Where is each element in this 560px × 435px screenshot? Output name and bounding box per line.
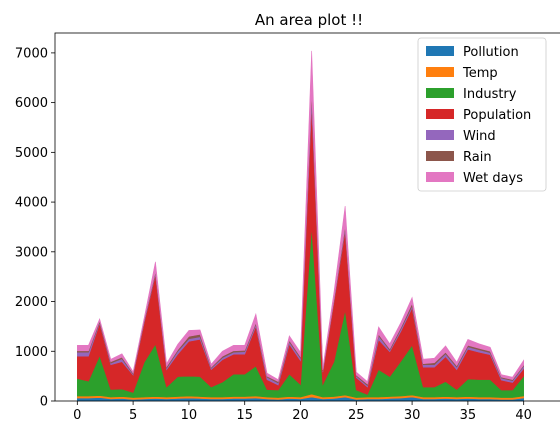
legend-swatch: [426, 67, 454, 77]
legend-label: Pollution: [463, 45, 519, 60]
y-tick-label: 1000: [15, 345, 48, 360]
y-tick-label: 6000: [15, 96, 48, 111]
legend-swatch: [426, 130, 454, 140]
y-tick-label: 2000: [15, 295, 48, 310]
legend-label: Wind: [463, 129, 496, 144]
legend: Pollution Temp Industry Population Wind Rain W…: [417, 37, 547, 192]
legend-label: Rain: [463, 150, 492, 165]
x-tick-label: 5: [129, 408, 137, 423]
x-tick-label: 40: [515, 408, 532, 423]
legend-swatch: [426, 172, 454, 182]
y-tick-label: 3000: [15, 245, 48, 260]
plot-frame: [54, 32, 560, 402]
x-tick-label: 30: [404, 408, 421, 423]
legend-swatch: [426, 151, 454, 161]
y-tick-label: 4000: [15, 196, 48, 211]
x-tick-label: 0: [73, 408, 81, 423]
x-tick-label: 10: [181, 408, 198, 423]
y-tick-label: 7000: [15, 46, 48, 61]
chart-title: An area plot !!: [255, 11, 363, 29]
legend-swatch: [426, 46, 454, 56]
x-tick-label: 20: [292, 408, 309, 423]
y-tick-label: 0: [40, 395, 48, 410]
legend-swatch: [426, 88, 454, 98]
x-axis: 0 5 10 15 20 25 30 35 40: [73, 401, 532, 423]
legend-label: Temp: [462, 66, 498, 81]
area-series-group: [77, 50, 524, 402]
x-tick-label: 35: [460, 408, 477, 423]
legend-label: Population: [463, 108, 531, 123]
y-tick-label: 5000: [15, 146, 48, 161]
x-tick-label: 25: [348, 408, 365, 423]
legend-label: Industry: [463, 87, 517, 102]
area-series-wet-days: [77, 50, 524, 385]
x-tick-label: 15: [236, 408, 253, 423]
legend-swatch: [426, 109, 454, 119]
legend-label: Wet days: [463, 171, 523, 186]
y-axis: 0 1000 2000 3000 4000 5000 6000 7000: [15, 46, 55, 410]
